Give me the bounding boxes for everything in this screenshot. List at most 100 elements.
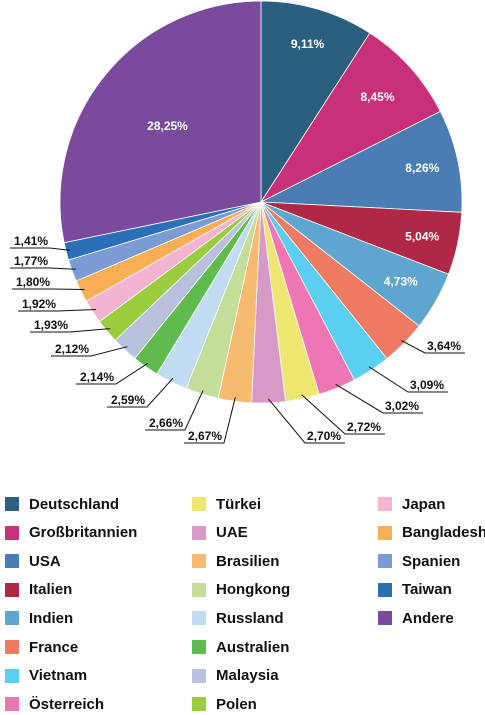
slice-label-polen: 1,93% [34,318,68,332]
legend-swatch [5,640,19,654]
slice-label-italien: 5,04% [405,229,439,243]
legend-swatch [5,668,19,683]
legend-swatch [192,525,206,540]
slice-label-vietnam: 3,09% [410,378,444,392]
legend-label: Bangladesh [402,524,485,542]
legend-label: Brasilien [216,552,280,570]
slice-label-spanien: 1,77% [14,254,48,268]
slice-label-brasilien: 2,67% [188,429,222,443]
leader-line-malaysia [51,346,128,357]
legend-label: Australien [216,638,290,656]
legend-label: Polen [216,695,257,713]
legend-label: Russland [216,609,284,627]
legend-label: Deutschland [29,495,120,513]
slice-label-russland: 2,59% [111,393,145,407]
legend-swatch [192,582,206,597]
legend-label: Österreich [29,695,105,713]
leader-line-australien [76,362,149,385]
legend-swatch [378,582,392,597]
legend-item-andere: Andere [378,607,454,629]
pie-slice-grossbritannien [259,32,441,204]
legend-swatch [5,525,19,540]
pie-chart: 9,11% 8,45% 8,26% 5,04% 4,73% 3,64% 3,09% 3,02%… [10,0,465,444]
legend-label: Indien [29,609,74,627]
leader-line-spanien [10,267,76,270]
pie-slice-andere [59,0,262,244]
legend-swatch [5,697,19,712]
legend-item-taiwan: Taiwan [378,579,452,601]
legend-item-japan: Japan [378,493,445,515]
legend-swatch [192,640,206,654]
slice-labels: 9,11% 8,45% 8,26% 5,04% 4,73% 3,64% 3,09% 3,02%… [14,37,461,443]
legend-swatch [378,554,392,569]
legend-item-russland: Russland [192,607,284,629]
leader-line-hongkong [145,390,204,431]
legend-swatch [192,668,206,683]
legend-item-indien: Indien [5,607,73,629]
leader-line-turkei [301,394,385,435]
slice-label-indien: 4,73% [384,274,418,288]
legend-label: Italien [29,581,73,599]
legend-item-polen: Polen [192,693,257,715]
legend-swatch [192,697,206,712]
slice-label-grossbritannien: 8,45% [360,90,394,104]
leader-line-france [400,339,465,354]
slice-label-hongkong: 2,66% [149,416,183,430]
legend-label: Türkei [216,495,262,513]
legend-item-bangladesh: Bangladesh [378,522,485,544]
legend-item-hongkong: Hongkong [192,579,290,601]
leader-line-brasilien [184,397,236,444]
legend-label: USA [29,552,61,570]
legend-swatch [5,554,19,569]
legend-swatch [5,582,19,597]
legend-swatch [192,611,206,626]
legend-item-usa: USA [5,550,61,572]
legend-label: Taiwan [402,581,452,599]
legend-item-vietnam: Vietnam [5,665,87,687]
legend-label: UAE [216,524,248,542]
legend-item-osterreich: Österreich [5,693,104,715]
legend-item-australien: Australien [192,636,289,658]
legend-label: Vietnam [29,667,88,685]
slice-label-deutschland: 9,11% [291,37,325,51]
legend-label: France [29,638,79,656]
legend-item-grossbritannien: Großbritannien [5,522,137,544]
legend-swatch [192,497,206,511]
slice-label-australien: 2,14% [80,370,114,384]
slice-label-malaysia: 2,12% [55,342,89,356]
slice-label-bangladesh: 1,80% [16,275,50,289]
legend-swatch [5,611,19,626]
legend-swatch [378,525,392,540]
slice-label-usa: 8,26% [405,161,439,175]
legend: Deutschland Großbritannien USA Italien Indie… [0,490,485,714]
legend-label: Spanien [402,552,461,570]
legend-item-brasilien: Brasilien [192,550,279,572]
pie-slice-usa [259,110,463,213]
slice-label-taiwan: 1,41% [14,234,48,248]
slice-label-osterreich: 3,02% [385,399,419,413]
legend-label: Japan [402,495,446,513]
leader-line-vietnam [368,366,448,393]
legend-item-malaysia: Malaysia [192,665,279,687]
leader-line-uae [268,398,345,444]
leader-line-taiwan [10,247,71,251]
legend-item-deutschland: Deutschland [5,493,119,515]
legend-swatch [378,611,392,626]
leader-lines [10,247,465,444]
slice-label-france: 3,64% [427,339,461,353]
slice-label-uae: 2,70% [307,429,341,443]
leader-line-russland [107,377,174,408]
leader-line-japan [18,309,96,312]
slice-label-japan: 1,92% [22,297,56,311]
legend-swatch [5,497,19,511]
leader-line-osterreich [335,383,423,414]
legend-label: Andere [402,609,454,627]
slice-label-turkei: 2,72% [347,420,381,434]
leader-line-polen [30,328,111,333]
legend-label: Hongkong [216,581,291,599]
legend-label: Malaysia [216,667,279,685]
legend-item-italien: Italien [5,579,72,601]
slice-label-andere: 28,25% [147,119,188,133]
leader-line-bangladesh [12,288,85,290]
legend-item-france: France [5,636,78,658]
